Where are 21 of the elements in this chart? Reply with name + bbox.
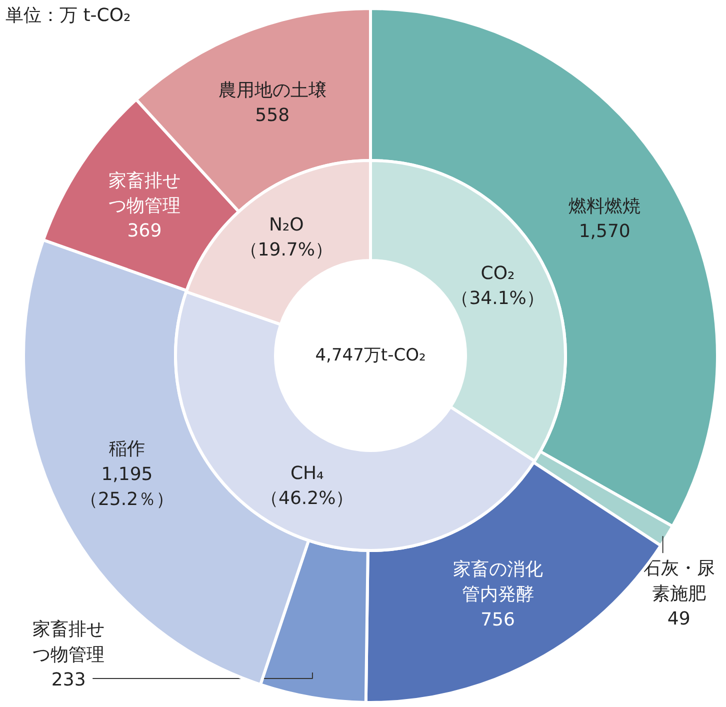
slice-label: 家畜の消化管内発酵: [452, 559, 543, 606]
data-label: （46.2%）: [260, 488, 354, 510]
data-label: 756: [480, 609, 515, 630]
slice-label: 燃料燃焼: [568, 196, 641, 217]
data-label: 233: [51, 670, 86, 690]
data-label: 1,570: [578, 221, 630, 242]
data-label: 558: [255, 105, 290, 126]
data-label: 1,195 （25.2％）: [80, 464, 174, 510]
text: 単位：万 t-CO₂: [6, 5, 131, 26]
slice-label: 家畜排せつ物管理: [108, 170, 180, 216]
slice-label: CO₂: [480, 262, 515, 284]
data-label: （34.1%）: [451, 288, 544, 310]
slice-label: 農用地の土壌: [218, 80, 326, 101]
data-label: 49: [667, 608, 690, 630]
slice-label: 稲作: [108, 438, 145, 460]
slice-label: CH₄: [290, 462, 324, 484]
text: 4,747万t-CO₂: [315, 346, 426, 366]
slice-label: 家畜排せつ物管理: [32, 619, 105, 666]
data-label: （19.7%）: [240, 239, 333, 260]
slice-label: N₂O: [268, 214, 304, 236]
data-label: 369: [127, 220, 162, 242]
